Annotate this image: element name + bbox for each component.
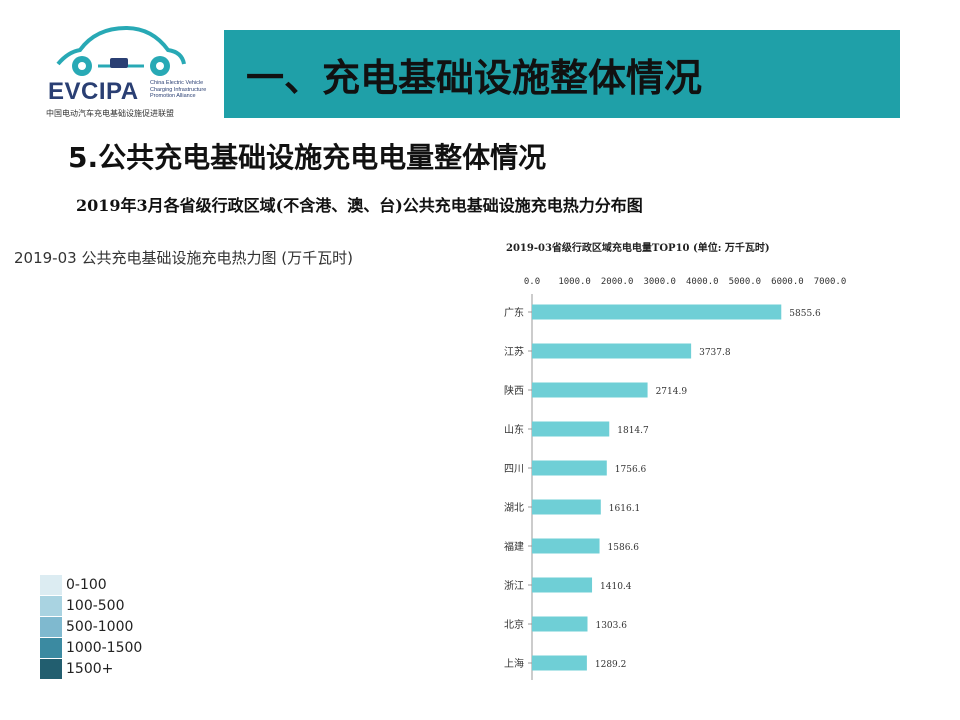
legend-label: 500-1000	[66, 618, 134, 635]
x-tick-label: 0.0	[524, 277, 540, 287]
page-title: 一、充电基础设施整体情况	[246, 55, 703, 100]
figure-title: 2019年3月各省级行政区域(不含港、澳、台)公共充电基础设施充电热力分布图	[76, 196, 643, 215]
legend-swatch	[40, 658, 62, 679]
logo-chinese-name: 中国电动汽车充电基础设施促进联盟	[46, 109, 174, 118]
bar	[532, 343, 692, 359]
legend-item: 100-500	[40, 595, 142, 616]
map-legend: 0-100 100-500 500-1000 1000-1500 1500+	[40, 574, 142, 679]
logo-car-icon	[56, 25, 186, 76]
legend-item: 1500+	[40, 658, 142, 679]
category-label: 湖北	[504, 502, 524, 514]
section-title: 5.公共充电基础设施充电电量整体情况	[68, 141, 547, 174]
value-label: 1616.1	[609, 504, 641, 514]
legend-label: 100-500	[66, 597, 125, 614]
bar	[532, 304, 782, 320]
bar	[532, 538, 600, 554]
value-label: 1289.2	[595, 660, 627, 670]
value-label: 1586.6	[608, 543, 640, 553]
value-label: 2714.9	[656, 387, 688, 397]
bar	[532, 421, 610, 437]
category-label: 四川	[504, 464, 524, 475]
value-label: 1756.6	[615, 465, 647, 475]
x-tick-label: 3000.0	[643, 277, 676, 287]
x-tick-label: 7000.0	[814, 277, 847, 287]
bar-chart-title: 2019-03省级行政区域充电电量TOP10 (单位: 万千瓦时)	[506, 241, 770, 254]
x-tick-label: 1000.0	[558, 277, 591, 287]
value-label: 3737.8	[699, 348, 731, 358]
value-label: 5855.6	[789, 309, 821, 319]
legend-label: 1500+	[66, 660, 114, 677]
legend-label: 0-100	[66, 576, 107, 593]
x-tick-label: 4000.0	[686, 277, 719, 287]
legend-swatch	[40, 595, 62, 616]
x-tick-label: 5000.0	[729, 277, 762, 287]
category-label: 江苏	[504, 345, 524, 358]
legend-swatch	[40, 637, 62, 658]
bar	[532, 499, 601, 515]
bar	[532, 616, 588, 632]
category-label: 北京	[504, 618, 524, 631]
bar	[532, 577, 593, 593]
category-label: 浙江	[504, 580, 524, 592]
category-label: 山东	[504, 423, 524, 436]
evcipa-logo: EVCIPA China Electric Vehicle Charging I…	[40, 22, 210, 122]
category-label: 上海	[504, 657, 524, 670]
legend-label: 1000-1500	[66, 639, 143, 656]
legend-swatch	[40, 574, 62, 595]
top10-bar-chart: 2019-03省级行政区域充电电量TOP10 (单位: 万千瓦时) 0.0 1000…	[504, 241, 847, 680]
category-label: 陕西	[504, 384, 524, 397]
logo-english-name: China Electric Vehicle Charging Infrastr…	[150, 80, 207, 99]
bar	[532, 460, 607, 476]
logo-wordmark: EVCIPA	[48, 78, 139, 105]
value-label: 1303.6	[595, 621, 627, 631]
bar	[532, 655, 587, 671]
value-label: 1410.4	[600, 582, 632, 592]
map-title: 2019-03 公共充电基础设施充电热力图 (万千瓦时)	[14, 249, 353, 267]
category-label: 福建	[504, 540, 524, 553]
category-label: 广东	[504, 306, 524, 319]
x-tick-label: 2000.0	[601, 277, 634, 287]
value-label: 1814.7	[617, 426, 649, 436]
legend-item: 0-100	[40, 574, 142, 595]
legend-swatch	[40, 616, 62, 637]
header-banner: 一、充电基础设施整体情况	[224, 30, 900, 118]
legend-item: 500-1000	[40, 616, 142, 637]
bar	[532, 382, 648, 398]
x-tick-label: 6000.0	[771, 277, 804, 287]
legend-item: 1000-1500	[40, 637, 142, 658]
